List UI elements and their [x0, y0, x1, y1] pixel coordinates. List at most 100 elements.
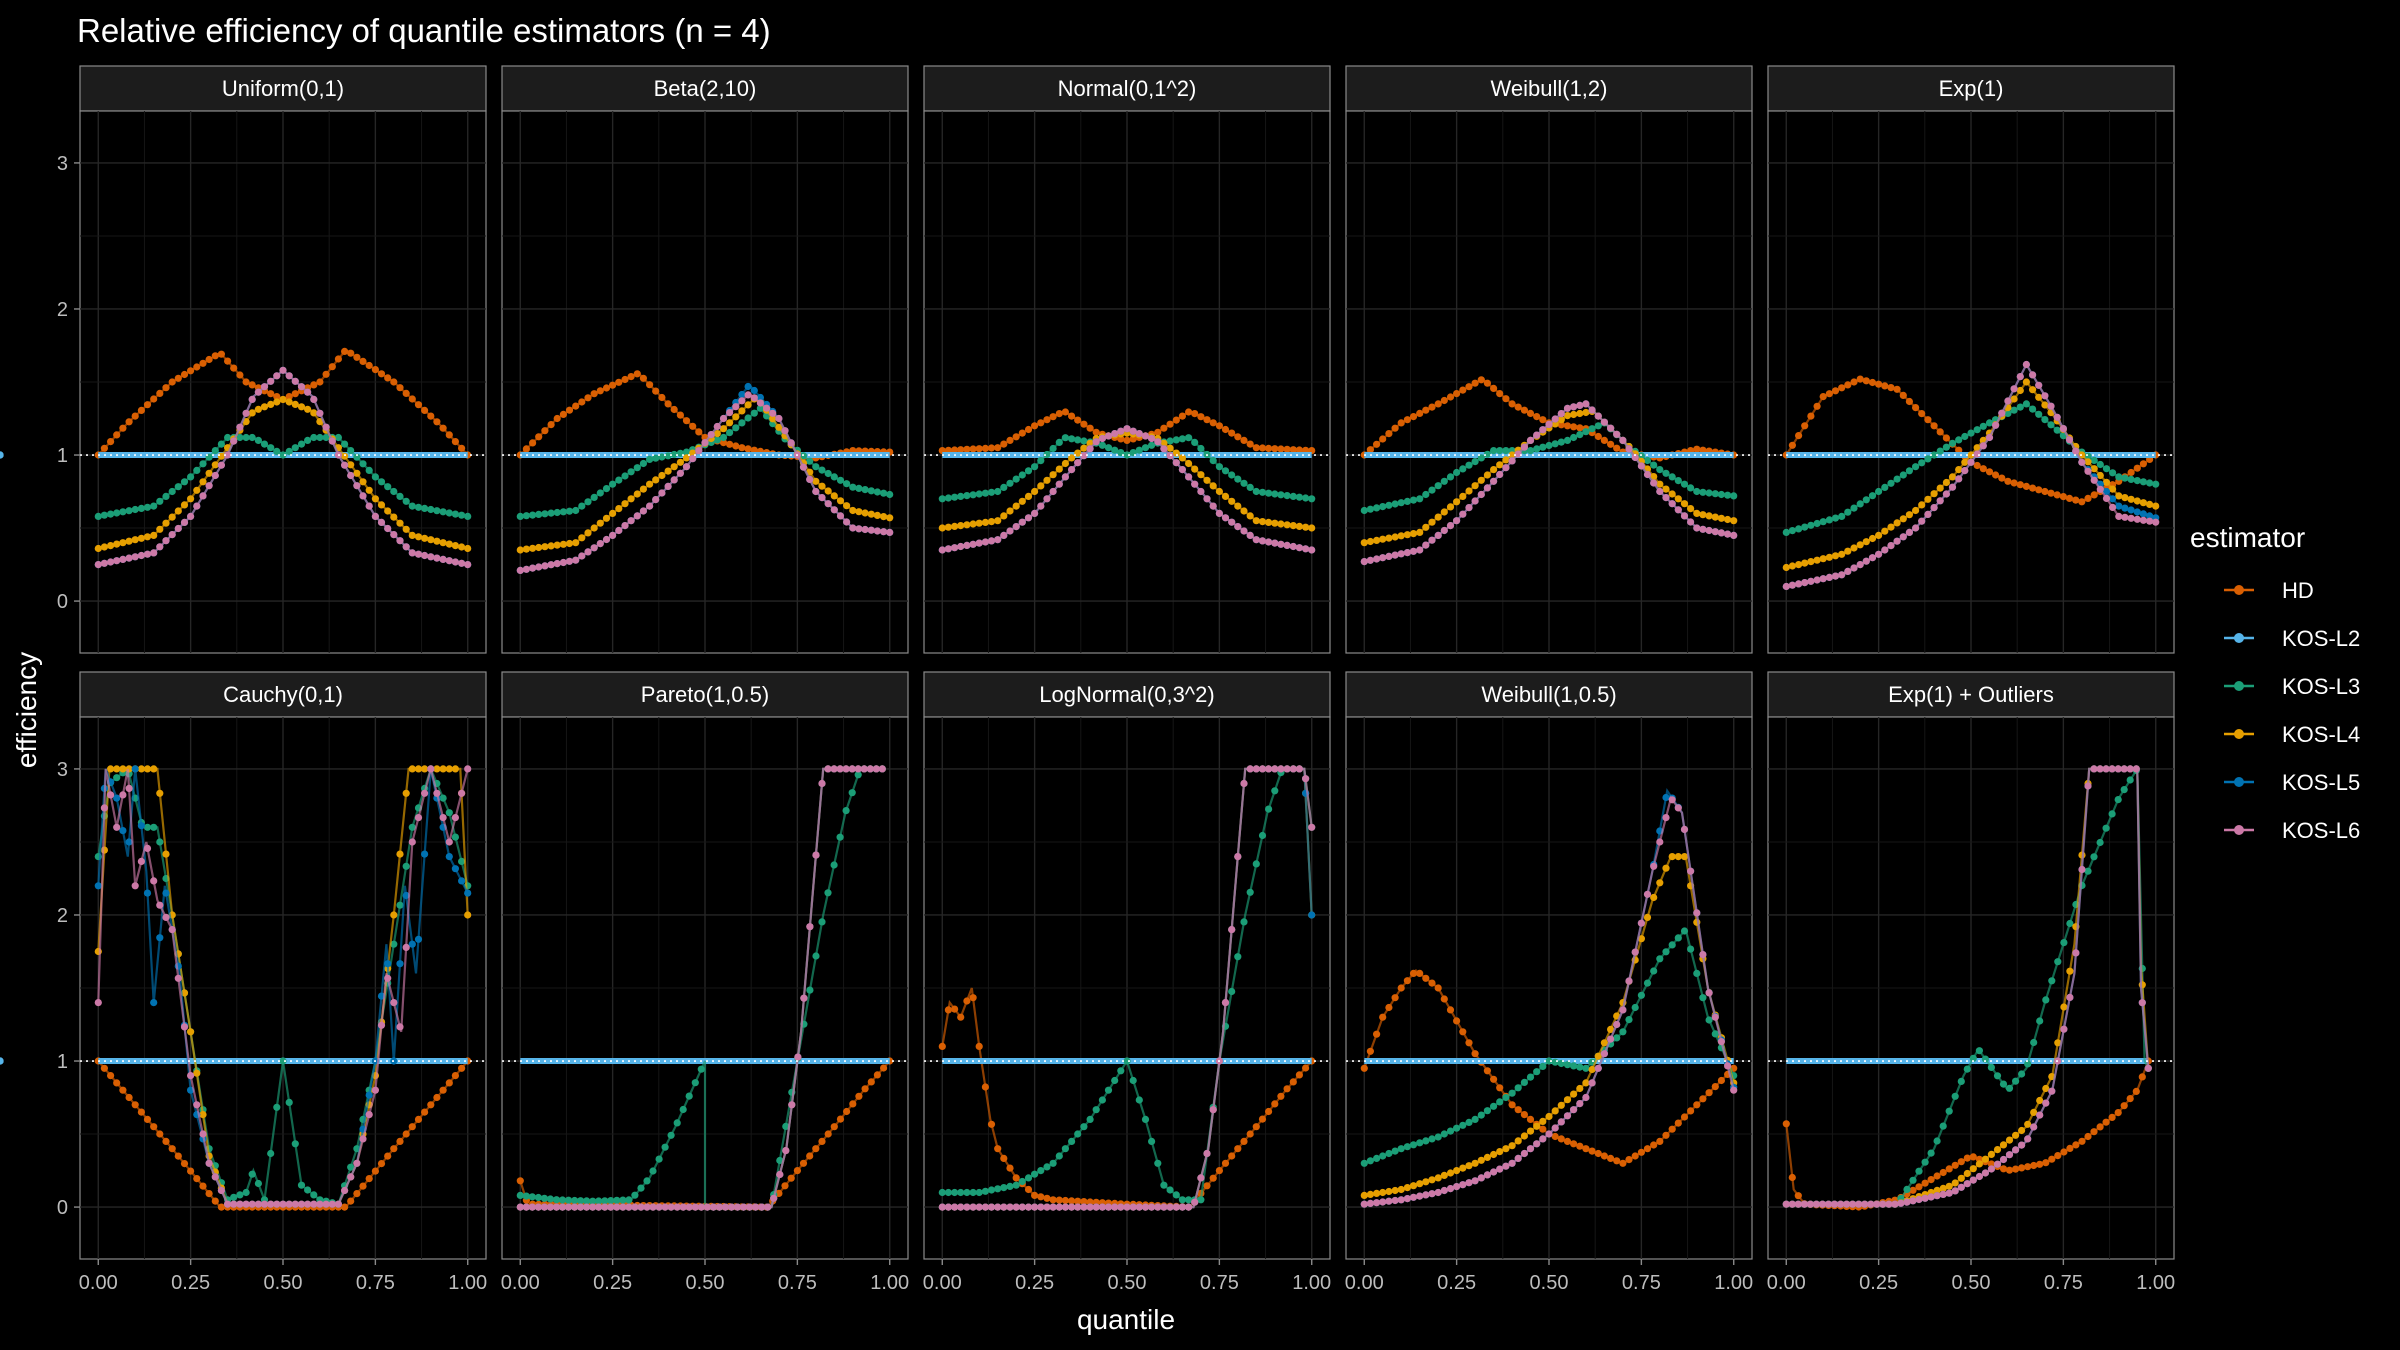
data-point: [1875, 550, 1883, 558]
data-point: [100, 804, 108, 812]
data-point: [273, 1200, 281, 1208]
data-point: [464, 911, 472, 919]
data-point: [1868, 492, 1877, 500]
data-point: [957, 492, 965, 500]
data-point: [113, 794, 121, 802]
data-point: [1049, 471, 1057, 479]
data-point: [867, 1078, 875, 1086]
data-point: [744, 382, 752, 391]
data-point: [707, 431, 715, 439]
data-point: [279, 1200, 287, 1208]
data-point: [1508, 400, 1516, 408]
data-point: [2053, 491, 2061, 499]
data-point: [1012, 475, 1020, 483]
data-point: [1680, 1113, 1689, 1121]
data-point: [341, 347, 349, 355]
data-point: [1006, 479, 1014, 487]
data-point: [365, 1111, 373, 1119]
data-point: [310, 395, 318, 403]
data-point: [578, 398, 586, 406]
legend-label: KOS-L2: [2282, 626, 2360, 651]
x-tick-label: 0.75: [356, 1272, 395, 1294]
data-point: [1699, 994, 1707, 1002]
data-point: [119, 555, 127, 564]
data-point: [1373, 1154, 1381, 1162]
data-point: [818, 779, 826, 788]
data-point: [1228, 518, 1236, 526]
data-point: [701, 439, 709, 447]
data-point: [1465, 504, 1473, 512]
data-point: [1508, 1101, 1516, 1109]
data-point: [107, 438, 115, 446]
data-point: [1166, 444, 1174, 452]
data-point: [421, 534, 429, 542]
data-point: [880, 528, 888, 536]
x-tick-label: 0.00: [79, 1272, 118, 1294]
data-point: [408, 531, 416, 540]
data-point: [1687, 484, 1695, 492]
data-point: [291, 444, 299, 452]
data-point: [1520, 406, 1528, 414]
data-point: [2066, 1144, 2074, 1152]
data-point: [162, 384, 170, 392]
data-point: [1277, 491, 1285, 499]
data-point: [1434, 1133, 1442, 1141]
data-point: [1024, 514, 1033, 522]
data-point: [1221, 1159, 1230, 1167]
data-point: [365, 1175, 373, 1183]
data-point: [1074, 1197, 1082, 1205]
data-point: [1104, 432, 1113, 440]
data-point: [150, 395, 158, 403]
data-point: [1656, 879, 1664, 887]
data-point: [1643, 890, 1652, 898]
data-point: [1948, 473, 1957, 481]
data-point: [291, 1140, 299, 1148]
data-point: [143, 765, 152, 773]
data-point: [627, 495, 635, 503]
data-point: [756, 399, 765, 407]
data-point: [1891, 1200, 1899, 1208]
data-point: [1918, 501, 1926, 509]
data-point: [1987, 1165, 1995, 1173]
data-point: [787, 1174, 795, 1182]
data-point: [1185, 434, 1193, 442]
data-point: [2041, 487, 2049, 496]
data-point: [384, 483, 392, 491]
data-point: [1397, 419, 1405, 427]
data-point: [1687, 1107, 1695, 1115]
data-point: [944, 545, 953, 553]
data-point: [744, 445, 752, 453]
data-point: [2012, 1165, 2020, 1173]
data-point: [1819, 393, 1827, 401]
data-point: [162, 889, 170, 897]
data-point: [1185, 473, 1193, 481]
data-point: [679, 1203, 687, 1211]
data-point: [633, 490, 641, 498]
data-point: [1409, 1182, 1418, 1190]
data-point: [565, 557, 574, 565]
data-point: [2018, 1141, 2026, 1149]
data-point: [433, 537, 441, 545]
facet-strip-label: Beta(2,10): [654, 76, 757, 101]
data-point: [1471, 379, 1479, 387]
data-point: [2127, 506, 2135, 514]
data-point: [1373, 1199, 1381, 1207]
data-point: [1985, 419, 1994, 427]
data-point: [1807, 412, 1815, 420]
data-point: [1123, 425, 1131, 433]
data-point: [824, 500, 832, 508]
data-point: [396, 537, 404, 545]
data-point: [408, 838, 416, 846]
facet-strip-label: LogNormal(0,3^2): [1039, 682, 1214, 707]
data-point: [1899, 515, 1907, 523]
data-point: [1172, 1203, 1180, 1211]
data-point: [2109, 469, 2117, 477]
data-point: [1049, 1196, 1057, 1204]
data-point: [1086, 1198, 1094, 1206]
data-point: [1795, 432, 1803, 440]
data-point: [824, 889, 832, 897]
data-point: [1012, 1181, 1020, 1189]
data-point: [1246, 512, 1254, 520]
data-point: [402, 389, 410, 397]
data-point: [427, 1101, 435, 1109]
